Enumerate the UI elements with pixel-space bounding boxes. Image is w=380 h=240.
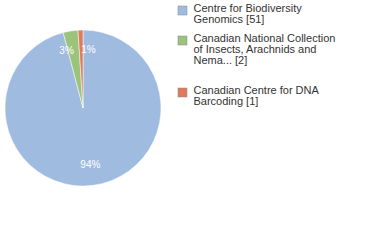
svg-text:Centre for BiodiversityGenomic: Centre for BiodiversityGenomics [51] bbox=[194, 2, 303, 25]
svg-text:Canadian National Collectionof: Canadian National Collectionof Insects, … bbox=[194, 32, 336, 66]
svg-text:Canadian Centre for DNABarcodi: Canadian Centre for DNABarcoding [1] bbox=[194, 84, 320, 107]
svg-text:1%: 1% bbox=[81, 44, 96, 55]
svg-text:3%: 3% bbox=[59, 45, 74, 56]
svg-text:94%: 94% bbox=[80, 159, 100, 170]
